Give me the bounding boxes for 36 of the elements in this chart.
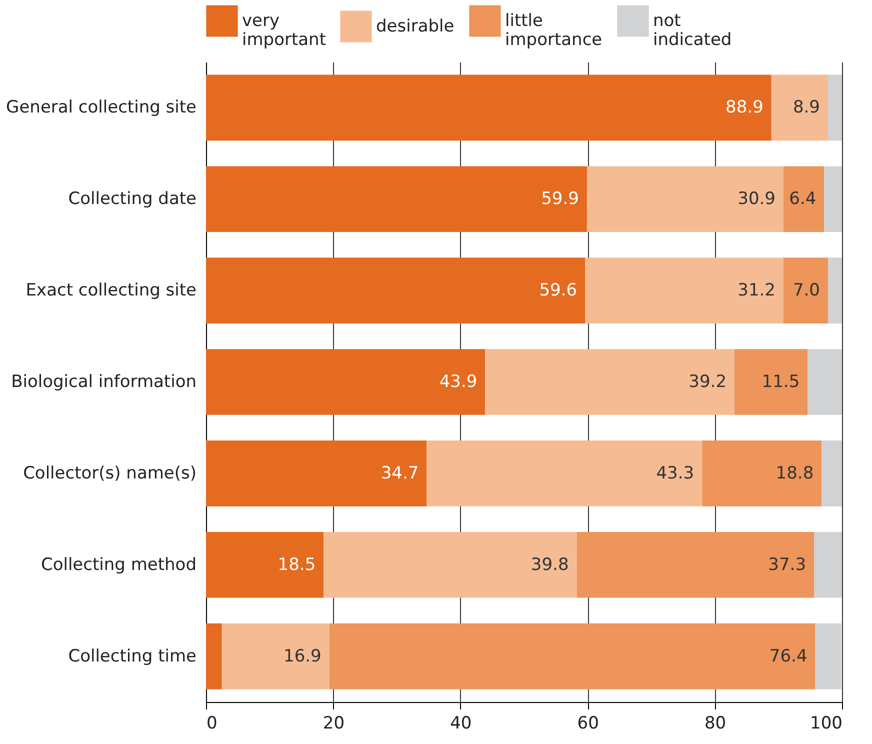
x-tick-label: 80 — [704, 714, 726, 734]
x-tick-label: 20 — [322, 714, 345, 734]
y-tick-label: Exact collecting site — [26, 280, 196, 301]
data-label: 11.5 — [762, 372, 800, 392]
data-label: 18.5 — [278, 554, 316, 575]
data-label: 76.4 — [769, 646, 808, 666]
y-tick-label: General collecting site — [6, 98, 196, 118]
y-tick-label: Collector(s) name(s) — [23, 463, 196, 484]
data-label: 31.2 — [738, 280, 776, 301]
data-label: 39.8 — [530, 554, 569, 575]
x-tick-label: 0 — [206, 714, 218, 734]
data-label: 34.7 — [380, 463, 419, 484]
data-label: 7.0 — [792, 280, 820, 301]
data-label: 30.9 — [738, 189, 776, 210]
legend-label: little importance — [505, 11, 602, 50]
y-tick-label: Biological information — [11, 372, 196, 392]
x-tick-label: 40 — [450, 714, 472, 734]
data-label: 59.9 — [541, 189, 579, 210]
legend-label: not indicated — [653, 11, 732, 50]
data-label: 43.9 — [439, 372, 478, 392]
data-label: 16.9 — [284, 646, 322, 666]
data-label: 39.2 — [688, 372, 727, 392]
data-label: 8.9 — [792, 98, 820, 118]
data-label: 6.4 — [789, 189, 816, 210]
y-tick-label: Collecting date — [68, 189, 196, 210]
data-label: 88.9 — [726, 98, 764, 118]
data-label: 37.3 — [768, 554, 806, 575]
x-tick-label: 60 — [577, 714, 599, 734]
x-tick-label: 100 — [810, 714, 842, 734]
data-label: 43.3 — [656, 463, 694, 484]
legend-label: desirable — [376, 16, 454, 37]
y-tick-label: Collecting method — [40, 554, 196, 575]
y-tick-label: Collecting time — [68, 646, 196, 666]
data-label: 18.8 — [776, 463, 814, 484]
legend-label: very important — [242, 11, 326, 50]
data-label: 59.6 — [539, 280, 578, 301]
